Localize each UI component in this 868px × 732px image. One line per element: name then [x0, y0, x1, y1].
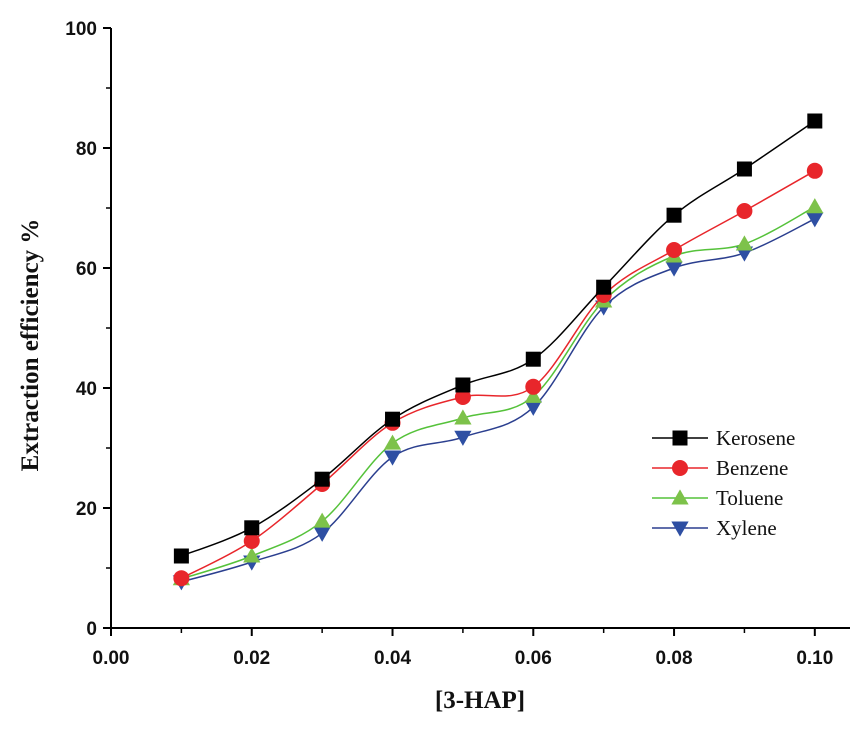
data-point-benzene — [736, 203, 753, 219]
x-tick-label: 0.08 — [656, 648, 693, 669]
legend-item-benzene: Benzene — [652, 456, 788, 480]
legend-item-kerosene: Kerosene — [652, 426, 795, 450]
legend-marker — [672, 430, 688, 446]
x-tick-label: 0.04 — [374, 648, 411, 669]
data-point-kerosene — [244, 520, 260, 536]
data-point-toluene — [243, 547, 261, 563]
data-point-toluene — [454, 409, 472, 425]
legend-label: Xylene — [716, 516, 777, 540]
y-tick-label: 20 — [76, 499, 97, 520]
y-tick-label: 60 — [76, 259, 97, 280]
data-point-kerosene — [385, 411, 401, 427]
data-point-toluene — [735, 235, 754, 251]
legend-marker — [671, 489, 689, 505]
legend-item-xylene: Xylene — [652, 516, 777, 540]
legend-item-toluene: Toluene — [652, 486, 783, 510]
x-tick-label: 0.00 — [93, 648, 130, 669]
series-layer — [172, 113, 824, 591]
data-point-benzene — [806, 162, 823, 179]
data-point-kerosene — [736, 161, 752, 177]
data-point-kerosene — [525, 351, 541, 367]
legend-label: Toluene — [716, 486, 783, 510]
legend-label: Kerosene — [716, 426, 795, 450]
data-point-xylene — [524, 400, 542, 416]
legend: Kerosene Benzene Toluene Xylene — [652, 426, 795, 540]
legend-marker — [671, 521, 689, 537]
data-point-kerosene — [666, 207, 682, 223]
series-line-toluene — [181, 206, 816, 580]
data-point-xylene — [313, 526, 331, 542]
data-point-benzene — [666, 242, 683, 258]
data-point-kerosene — [173, 548, 189, 564]
y-axis-title: Extraction efficiency % — [17, 219, 44, 472]
x-axis-title: [3-HAP] — [435, 687, 525, 714]
data-point-xylene — [806, 212, 824, 228]
data-point-benzene — [173, 570, 190, 587]
data-point-benzene — [525, 378, 542, 395]
data-point-toluene — [383, 434, 402, 450]
x-tick-label: 0.06 — [515, 648, 552, 669]
ticks-layer: 0.00 0.02 0.04 0.06 0.08 0.10 0 20 40 60 80 100 — [65, 19, 833, 669]
data-point-toluene — [806, 198, 824, 214]
y-tick-label: 0 — [86, 619, 97, 640]
y-tick-label: 40 — [76, 379, 97, 400]
series-line-benzene — [181, 170, 816, 579]
data-point-xylene — [383, 450, 402, 466]
data-point-kerosene — [314, 471, 330, 487]
data-point-benzene — [243, 533, 260, 549]
data-point-benzene — [454, 389, 471, 405]
data-point-kerosene — [455, 377, 471, 393]
y-tick-label: 80 — [76, 139, 97, 160]
data-point-kerosene — [596, 279, 612, 295]
x-tick-label: 0.02 — [233, 648, 270, 669]
legend-marker — [672, 460, 688, 476]
legend-label: Benzene — [716, 456, 788, 480]
data-point-xylene — [665, 261, 683, 277]
data-point-kerosene — [807, 113, 823, 129]
x-tick-label: 0.10 — [796, 648, 833, 669]
series-line-kerosene — [181, 120, 816, 557]
series-kerosene — [173, 113, 823, 564]
series-line-xylene — [181, 218, 816, 583]
y-tick-label: 100 — [65, 19, 97, 40]
data-point-toluene — [524, 387, 542, 403]
data-point-xylene — [454, 430, 472, 446]
data-point-toluene — [313, 512, 331, 528]
